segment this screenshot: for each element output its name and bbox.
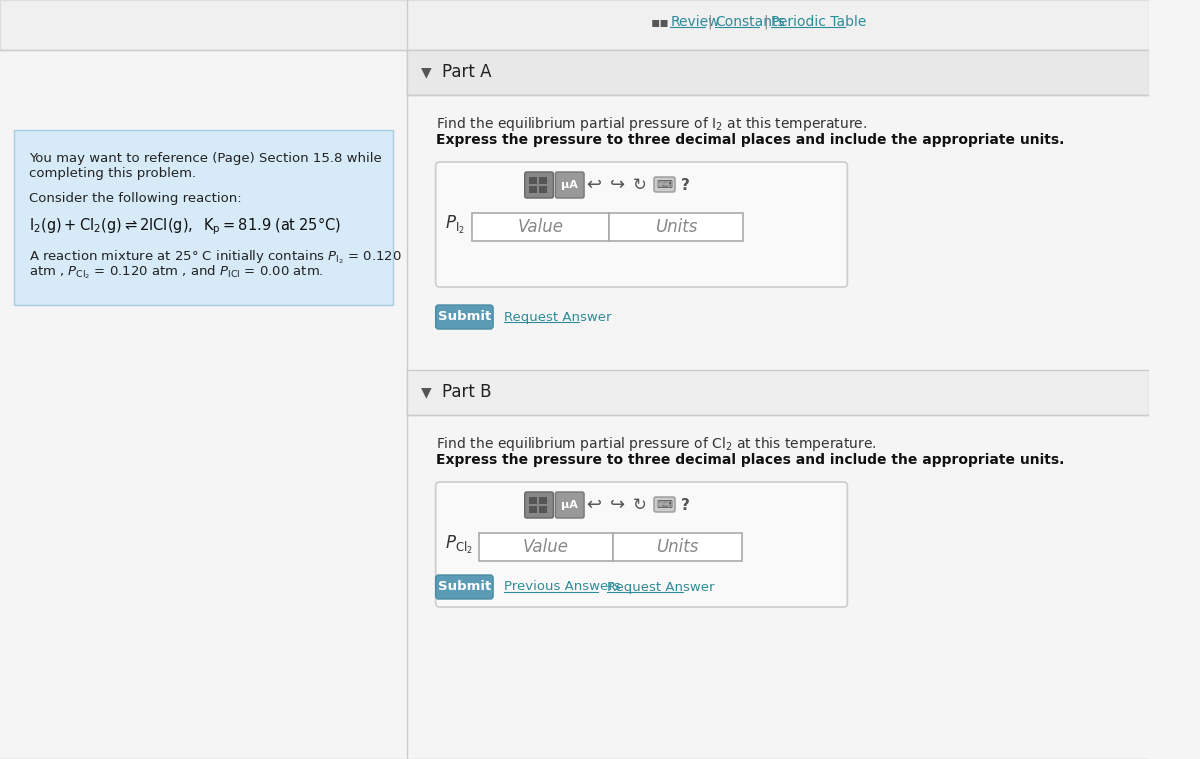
Text: Units: Units bbox=[655, 538, 698, 556]
Bar bbox=[539, 177, 547, 184]
FancyBboxPatch shape bbox=[556, 172, 584, 198]
Text: |: | bbox=[763, 14, 768, 30]
FancyBboxPatch shape bbox=[436, 305, 493, 329]
Text: A reaction mixture at 25° C initially contains $P_{\mathrm{I_2}}$ = 0.120: A reaction mixture at 25° C initially co… bbox=[29, 248, 402, 266]
Text: Request Answer: Request Answer bbox=[607, 581, 714, 594]
Text: You may want to reference (Page) Section 15.8 while: You may want to reference (Page) Section… bbox=[29, 152, 382, 165]
Text: ▼: ▼ bbox=[421, 65, 432, 79]
FancyBboxPatch shape bbox=[436, 482, 847, 607]
Bar bbox=[407, 50, 1150, 95]
Text: ↪: ↪ bbox=[610, 496, 625, 514]
Text: Submit: Submit bbox=[438, 581, 491, 594]
Text: μA: μA bbox=[562, 180, 578, 190]
Bar bbox=[529, 506, 538, 513]
FancyBboxPatch shape bbox=[436, 162, 847, 287]
Text: Express the pressure to three decimal places and include the appropriate units.: Express the pressure to three decimal pl… bbox=[436, 453, 1064, 467]
FancyBboxPatch shape bbox=[436, 575, 493, 599]
FancyBboxPatch shape bbox=[654, 177, 676, 192]
Text: Value: Value bbox=[523, 538, 569, 556]
Text: ⌨: ⌨ bbox=[656, 500, 672, 510]
Text: ?: ? bbox=[682, 178, 690, 193]
Text: Part B: Part B bbox=[443, 383, 492, 401]
Text: Units: Units bbox=[655, 218, 697, 236]
FancyBboxPatch shape bbox=[654, 497, 676, 512]
Text: Request Answer: Request Answer bbox=[504, 310, 611, 323]
Bar bbox=[472, 213, 608, 241]
Text: Find the equilibrium partial pressure of $\mathrm{Cl_2}$ at this temperature.: Find the equilibrium partial pressure of… bbox=[436, 435, 876, 453]
Text: Constants: Constants bbox=[715, 15, 785, 29]
Bar bbox=[529, 186, 538, 193]
FancyBboxPatch shape bbox=[556, 492, 584, 518]
Text: μA: μA bbox=[562, 500, 578, 510]
Bar bbox=[479, 533, 613, 561]
Text: $\mathrm{I_2(g) + Cl_2(g) \rightleftharpoons 2ICl(g)}$$\mathrm{,\;\; K_p = 81.9\: $\mathrm{I_2(g) + Cl_2(g) \rightleftharp… bbox=[29, 215, 341, 237]
Text: ⌨: ⌨ bbox=[656, 180, 672, 190]
Text: ↻: ↻ bbox=[632, 176, 647, 194]
Text: Value: Value bbox=[518, 218, 564, 236]
Text: Submit: Submit bbox=[438, 310, 491, 323]
Text: completing this problem.: completing this problem. bbox=[29, 167, 196, 180]
Bar bbox=[529, 177, 538, 184]
Bar bbox=[539, 497, 547, 504]
Bar bbox=[529, 497, 538, 504]
Text: ↻: ↻ bbox=[632, 496, 647, 514]
Text: |: | bbox=[708, 14, 713, 30]
Bar bbox=[0, 0, 1150, 50]
Text: Review: Review bbox=[671, 15, 720, 29]
Text: $P_{\mathrm{Cl_2}}$ =: $P_{\mathrm{Cl_2}}$ = bbox=[445, 534, 492, 556]
Text: Previous Answers: Previous Answers bbox=[504, 581, 620, 594]
Text: Express the pressure to three decimal places and include the appropriate units.: Express the pressure to three decimal pl… bbox=[436, 133, 1064, 147]
Text: Find the equilibrium partial pressure of $\mathrm{I_2}$ at this temperature.: Find the equilibrium partial pressure of… bbox=[436, 115, 866, 133]
Bar bbox=[14, 130, 392, 305]
Text: ?: ? bbox=[682, 497, 690, 512]
Text: ↪: ↪ bbox=[610, 176, 625, 194]
Text: atm , $P_{\mathrm{Cl_2}}$ = 0.120 atm , and $P_{\mathrm{ICl}}$ = 0.00 atm.: atm , $P_{\mathrm{Cl_2}}$ = 0.120 atm , … bbox=[29, 263, 324, 281]
FancyBboxPatch shape bbox=[524, 172, 553, 198]
Bar bbox=[613, 533, 742, 561]
Bar bbox=[407, 370, 1150, 415]
Text: $P_{\mathrm{I_2}}$ =: $P_{\mathrm{I_2}}$ = bbox=[445, 214, 485, 236]
Text: ↩: ↩ bbox=[586, 496, 601, 514]
Text: ▼: ▼ bbox=[421, 385, 432, 399]
Bar bbox=[608, 213, 743, 241]
Text: ↩: ↩ bbox=[586, 176, 601, 194]
Bar bbox=[539, 186, 547, 193]
Text: ▪▪: ▪▪ bbox=[652, 15, 670, 29]
FancyBboxPatch shape bbox=[524, 492, 553, 518]
Text: Periodic Table: Periodic Table bbox=[770, 15, 866, 29]
Text: Consider the following reaction:: Consider the following reaction: bbox=[29, 192, 241, 205]
Bar bbox=[539, 506, 547, 513]
Text: Part A: Part A bbox=[443, 63, 492, 81]
